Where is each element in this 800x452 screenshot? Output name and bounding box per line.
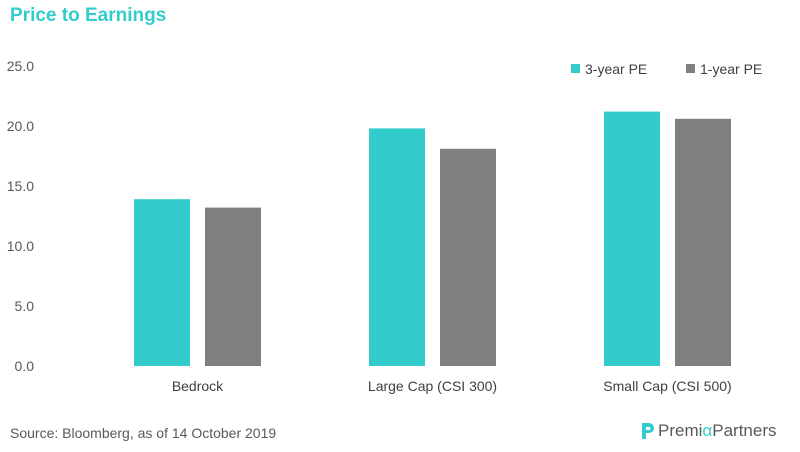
source-note: Source: Bloomberg, as of 14 October 2019 (10, 425, 277, 441)
bar-3-year-pe-0 (134, 199, 190, 366)
y-tick-label: 20.0 (7, 118, 34, 134)
y-tick-label: 5.0 (15, 298, 35, 314)
brand-name-part2: Partners (712, 421, 777, 440)
brand-mark-icon (642, 423, 654, 439)
x-category-label: Large Cap (CSI 300) (368, 378, 497, 394)
brand-name-part1: Premi (658, 421, 703, 440)
legend-label: 1-year PE (700, 61, 762, 77)
y-tick-label: 10.0 (7, 238, 34, 254)
y-tick-label: 25.0 (7, 58, 34, 74)
bar-1-year-pe-2 (675, 118, 731, 366)
bar-3-year-pe-1 (369, 128, 425, 366)
y-tick-label: 15.0 (7, 178, 34, 194)
legend-label: 3-year PE (585, 61, 647, 77)
bar-3-year-pe-2 (604, 111, 660, 366)
x-category-label: Small Cap (CSI 500) (603, 378, 731, 394)
y-axis: 0.0 5.0 10.0 15.0 20.0 25.0 (7, 58, 34, 374)
x-category-label: Bedrock (172, 378, 224, 394)
bars (134, 111, 731, 366)
legend: 3-year PE 1-year PE (571, 61, 762, 77)
legend-swatch (686, 64, 695, 73)
legend-swatch (571, 64, 580, 73)
brand-logo: Premi α Partners (639, 421, 776, 441)
bar-1-year-pe-0 (205, 207, 261, 366)
bar-1-year-pe-1 (440, 148, 496, 366)
y-tick-label: 0.0 (15, 358, 35, 374)
brand-name-alpha: α (702, 421, 713, 440)
chart-title: Price to Earnings (10, 5, 167, 26)
x-axis-labels: Bedrock Large Cap (CSI 300) Small Cap (CSI… (172, 378, 732, 394)
